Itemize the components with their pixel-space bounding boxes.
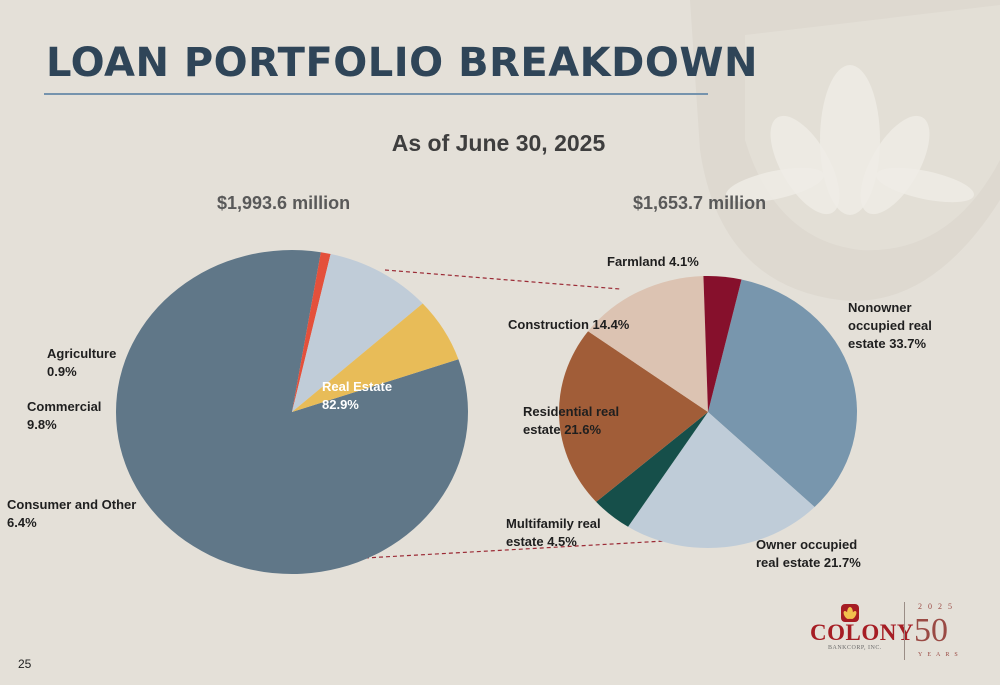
colony-50-years-logo: COLONY BANKCORP, INC. 2025 50 YEARS	[806, 600, 976, 666]
pie-real-estate-breakdown	[558, 275, 857, 549]
right-slice-farmland	[703, 275, 742, 412]
label-construction: Construction 14.4%	[508, 317, 630, 332]
pie-loan-categories	[115, 249, 468, 574]
left-pie-total: $1,993.6 million	[217, 193, 351, 213]
logo-year: 2025	[918, 602, 958, 611]
chart-subtitle: As of June 30, 2025	[391, 130, 606, 156]
left-slice-real-estate	[115, 249, 468, 574]
label-owner-occupied: Owner occupied real estate 21.7%	[756, 537, 861, 570]
label-multifamily: Multifamily real estate 4.5%	[506, 516, 601, 549]
lotus-logo-icon	[841, 604, 859, 622]
left-slice-commercial	[292, 253, 423, 412]
connector-line-bottom	[364, 540, 666, 559]
right-slice-multifamily-real-estate	[596, 412, 708, 527]
right-slice-nonowner-occupied-real-estate	[708, 279, 857, 508]
page-title: LOAN PORTFOLIO BREAKDOWN	[46, 40, 758, 86]
right-slice-construction	[588, 276, 708, 412]
left-slice-consumer-and-other	[292, 303, 459, 412]
left-slice-agriculture	[292, 252, 331, 412]
right-slice-owner-occupied-real-estate	[628, 412, 815, 549]
label-consumer-other: Consumer and Other 6.4%	[7, 497, 137, 530]
logo-divider	[904, 602, 905, 660]
page-number: 25	[18, 657, 32, 671]
label-agriculture: Agriculture 0.9%	[47, 346, 117, 379]
title-underline	[44, 93, 708, 95]
label-real-estate: Real Estate 82.9%	[322, 379, 393, 412]
label-residential: Residential real estate 21.6%	[523, 404, 620, 437]
logo-years-word: YEARS	[918, 652, 963, 658]
logo-subtitle: BANKCORP, INC.	[828, 645, 882, 651]
label-commercial: Commercial 9.8%	[27, 399, 102, 432]
connector-line-top	[384, 269, 621, 290]
label-nonowner-occupied: Nonowner occupied real estate 33.7%	[848, 300, 932, 351]
label-farmland: Farmland 4.1%	[607, 254, 699, 269]
logo-anniversary-number: 50	[914, 612, 948, 649]
logo-wordmark: COLONY	[810, 620, 914, 645]
right-pie-total: $1,653.7 million	[633, 193, 767, 213]
right-slice-residential-real-estate	[558, 331, 708, 502]
